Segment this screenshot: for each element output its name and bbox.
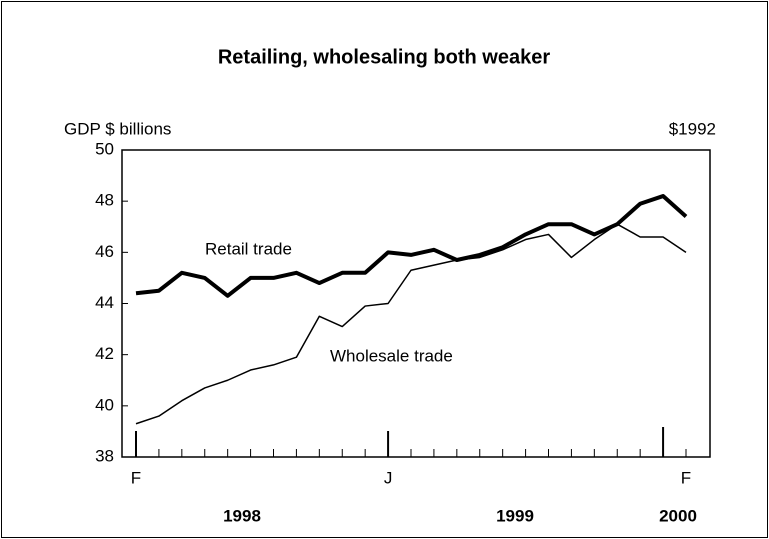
x-tick-label: J bbox=[384, 468, 393, 487]
y-tick-label: 50 bbox=[95, 139, 114, 158]
y-tick-label: 40 bbox=[95, 395, 114, 414]
plot-frame bbox=[121, 149, 711, 458]
x-tick-label: F bbox=[681, 468, 691, 487]
series-line bbox=[135, 223, 687, 425]
year-label: 1998 bbox=[223, 506, 261, 525]
y-tick-label: 42 bbox=[95, 344, 114, 363]
y-tick-label: 44 bbox=[95, 293, 114, 312]
year-label: 2000 bbox=[659, 506, 697, 525]
y-tick-label: 46 bbox=[95, 242, 114, 261]
y-tick-label: 48 bbox=[95, 191, 114, 210]
y-tick-label: 38 bbox=[95, 446, 114, 465]
y-axis-label-right: $1992 bbox=[669, 119, 716, 138]
series-label: Retail trade bbox=[205, 239, 292, 258]
y-axis-label: GDP $ billions bbox=[64, 119, 171, 138]
x-tick-label: F bbox=[131, 468, 141, 487]
year-label: 1999 bbox=[496, 506, 534, 525]
chart-title: Retailing, wholesaling both weaker bbox=[218, 46, 551, 68]
series-label: Wholesale trade bbox=[330, 346, 453, 365]
series-line bbox=[135, 194, 688, 298]
